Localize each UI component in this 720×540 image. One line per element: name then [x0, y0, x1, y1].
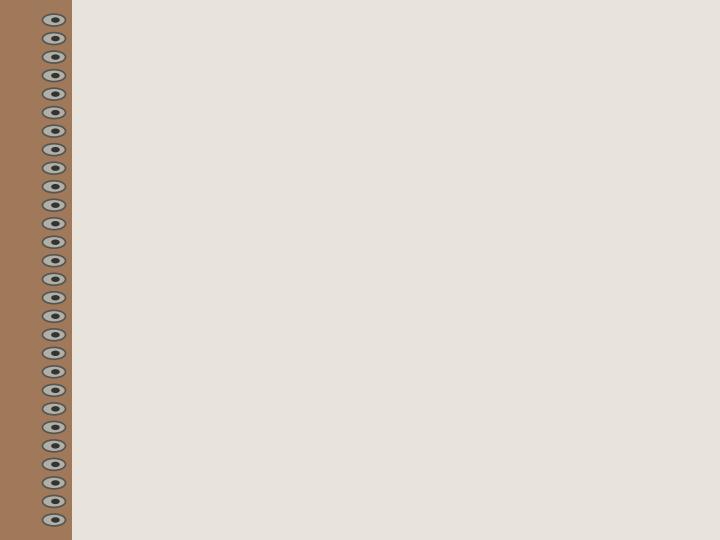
- Text: METHOD: METHOD: [91, 491, 309, 535]
- Text: B: B: [530, 288, 554, 317]
- Text: A: A: [313, 110, 336, 139]
- Text: B: B: [193, 201, 217, 231]
- Text: A: A: [391, 380, 414, 409]
- Text: THE PARALLELOGRAM: THE PARALLELOGRAM: [91, 432, 639, 475]
- Text: R: R: [326, 209, 356, 245]
- Text: 13: 13: [673, 509, 702, 529]
